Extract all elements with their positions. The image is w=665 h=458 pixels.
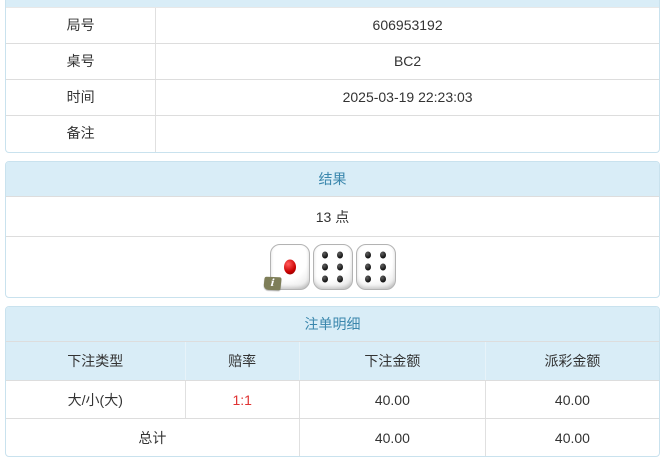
bets-column-header: 下注类型 xyxy=(6,342,186,380)
total-payout-amount: 40.00 xyxy=(554,430,590,446)
info-badge-icon[interactable]: i xyxy=(262,276,282,291)
game-info-table: 局号 606953192 桌号 BC2 时间 2025-03-19 22:23:03 备注 xyxy=(6,8,659,152)
info-row-value: BC2 xyxy=(393,53,422,69)
die-pip xyxy=(365,275,372,283)
die-pip xyxy=(322,251,329,259)
info-row-label: 时间 xyxy=(6,80,157,115)
total-label: 总计 xyxy=(6,419,300,456)
info-row: 时间 2025-03-19 22:23:03 xyxy=(6,80,659,116)
bets-table: 下注类型 赔率 下注金额 派彩金额 大/小(大) 1:1 40.00 40.00 总计 40.00… xyxy=(6,342,659,456)
info-row: 备注 xyxy=(6,116,659,152)
die-pip xyxy=(336,275,343,283)
die-pip xyxy=(365,263,372,271)
result-panel: 结果 13 点 i xyxy=(5,161,660,298)
info-row-value: 606953192 xyxy=(372,17,443,33)
info-row-label: 局号 xyxy=(6,8,157,43)
bet-row: 大/小(大) 1:1 40.00 40.00 xyxy=(6,380,659,418)
result-points: 13 点 xyxy=(6,197,659,237)
info-row-value: 2025-03-19 22:23:03 xyxy=(342,89,473,105)
game-info-heading-cutoff xyxy=(6,0,659,8)
die-face-1-icon: i xyxy=(262,244,310,291)
bets-total-row: 总计 40.00 40.00 xyxy=(6,418,659,456)
bets-column-header: 派彩金额 xyxy=(544,353,601,369)
bets-heading: 注单明细 xyxy=(6,307,659,342)
die-pip xyxy=(365,251,372,259)
bet-odds: 1:1 xyxy=(186,381,300,418)
game-info-panel: 局号 606953192 桌号 BC2 时间 2025-03-19 22:23:03 备注 xyxy=(5,0,660,153)
bet-amount: 40.00 xyxy=(300,381,486,418)
dice-row: i xyxy=(6,237,659,297)
bet-payout: 40.00 xyxy=(554,392,590,408)
die-pip xyxy=(379,275,386,283)
total-bet-amount: 40.00 xyxy=(300,419,486,456)
die-pip xyxy=(322,263,329,271)
info-row-label: 备注 xyxy=(6,116,157,152)
die-pip xyxy=(283,259,296,275)
info-row: 桌号 BC2 xyxy=(6,44,659,80)
die-pip xyxy=(336,263,343,271)
info-row-label: 桌号 xyxy=(6,44,157,79)
die-pip xyxy=(379,251,386,259)
die-pip xyxy=(322,275,329,283)
bets-column-header: 赔率 xyxy=(186,342,300,380)
bet-type: 大/小(大) xyxy=(6,381,186,418)
bets-panel: 注单明细 下注类型 赔率 下注金额 派彩金额 大/小(大) 1:1 40.00 40.00 总计… xyxy=(5,306,660,457)
die-face-6-icon xyxy=(355,244,396,290)
die-pip xyxy=(379,263,386,271)
bets-header-row: 下注类型 赔率 下注金额 派彩金额 xyxy=(6,342,659,380)
info-row-value xyxy=(156,116,659,152)
bets-column-header: 下注金额 xyxy=(300,342,486,380)
result-heading: 结果 xyxy=(6,162,659,197)
die-pip xyxy=(336,251,343,259)
info-row: 局号 606953192 xyxy=(6,8,659,44)
die-face-6-icon xyxy=(312,244,353,290)
